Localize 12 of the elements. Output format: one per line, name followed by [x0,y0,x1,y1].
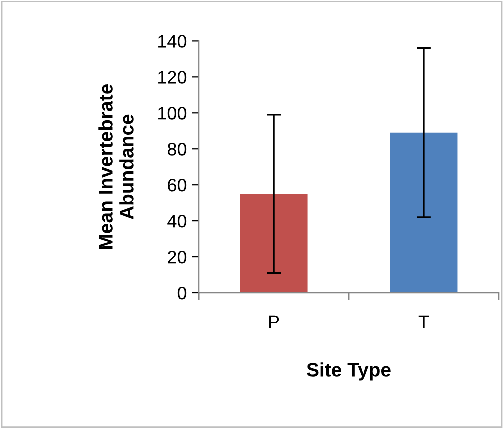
y-tick-label: 140 [158,35,187,48]
y-tick-label: 20 [168,250,187,264]
y-tick-label: 40 [168,214,187,228]
y-axis-title: Mean Invertebrate Abundance [98,84,134,249]
y-tick-label: 120 [158,71,187,84]
x-tick-label: T [418,316,430,328]
x-axis-title: Site Type [307,362,391,381]
y-tick-label: 100 [158,107,187,120]
y-tick-label: 60 [168,179,187,192]
x-tick-label: P [270,316,280,328]
y-tick-label: 80 [168,143,187,156]
y-tick-label: 0 [178,286,187,300]
